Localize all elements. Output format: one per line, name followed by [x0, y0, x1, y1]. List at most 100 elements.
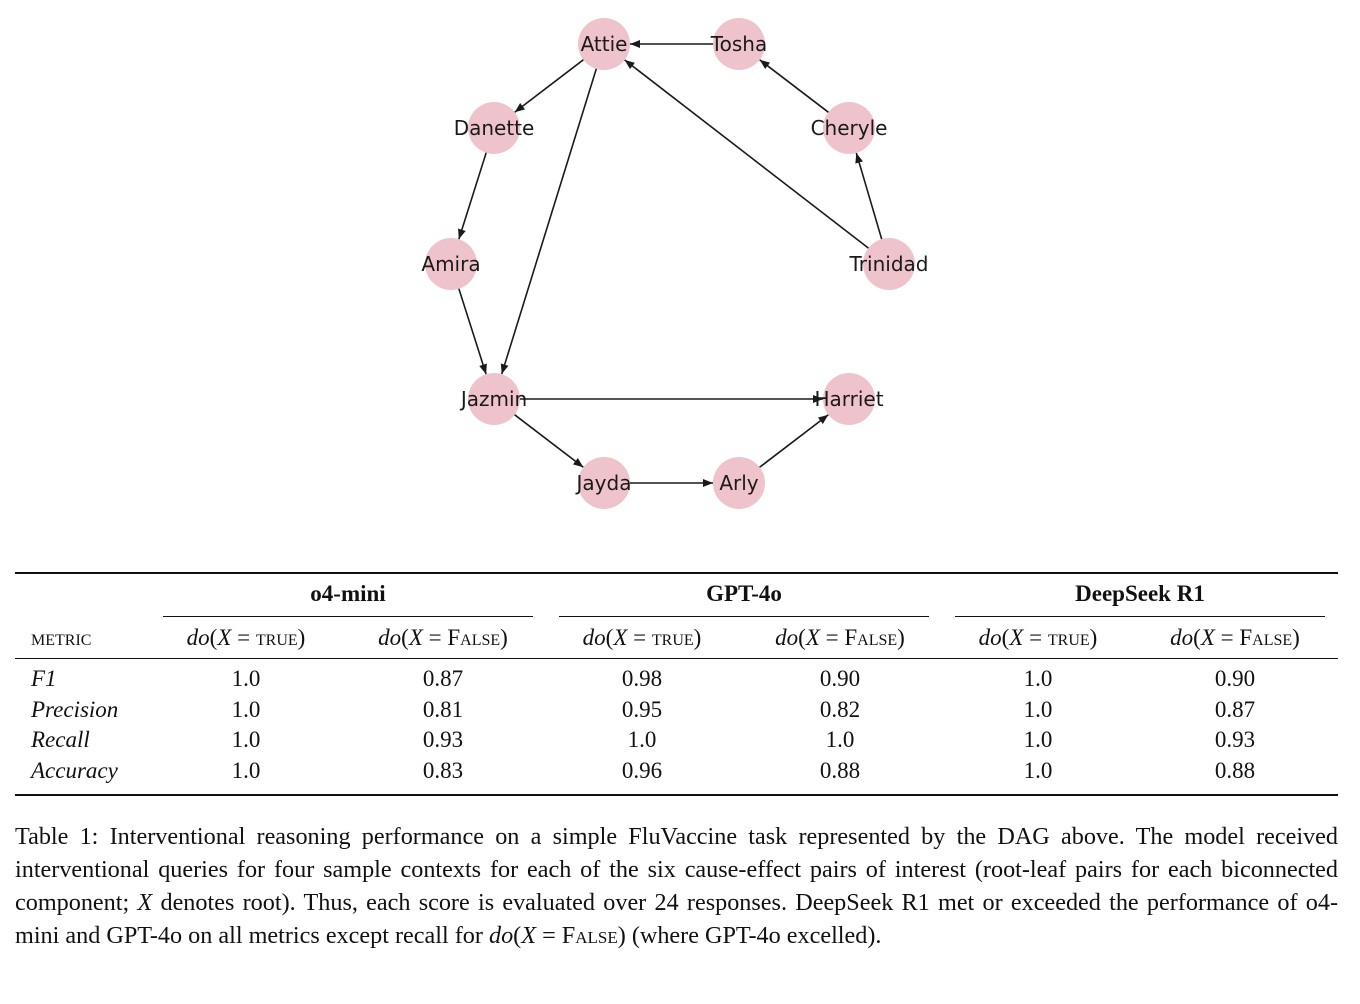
caption-do: do [488, 922, 514, 949]
table-cell: 1.0 [231, 697, 261, 722]
table-top-rule [15, 572, 1338, 574]
table-cell: 1.0 [1023, 697, 1053, 722]
group-rule-o4-mini [163, 616, 533, 617]
column-header-do-true: do(X = true) [978, 625, 1098, 650]
row-label: Recall [31, 727, 90, 752]
node-label-attie: Attie [581, 32, 628, 56]
table-cell: 0.95 [621, 697, 663, 722]
caption-var-2: X [521, 922, 537, 949]
table-cell: 0.83 [422, 758, 464, 783]
table-cell: 0.90 [1214, 666, 1256, 691]
column-header-var: X [613, 625, 628, 650]
table-cell: 1.0 [825, 727, 855, 752]
column-header-eq: = [231, 625, 256, 650]
caption-text-3: ) (where GPT-4o excelled). [617, 922, 882, 949]
column-header-do: do [582, 625, 606, 650]
node-harriet [823, 373, 875, 425]
node-trinidad [863, 238, 915, 290]
group-header-deepseek-r1: DeepSeek R1 [1075, 581, 1205, 606]
row-label: Precision [31, 697, 119, 722]
node-label-jayda: Jayda [575, 471, 632, 495]
row-label: Accuracy [31, 758, 118, 783]
edge-trinidad-to-attie [624, 59, 887, 263]
column-header-do-true: do(X = true) [582, 625, 702, 650]
table-cell: 0.93 [422, 727, 464, 752]
node-amira [425, 238, 477, 290]
column-header-var: X [217, 625, 232, 650]
column-header-do-false: do(X = False) [378, 625, 508, 650]
table-cell: 0.93 [1214, 727, 1256, 752]
node-label-tosha: Tosha [710, 32, 767, 56]
column-header-do-true: do(X = true) [186, 625, 306, 650]
table-cell: 0.98 [621, 666, 663, 691]
column-header-var: X [805, 625, 820, 650]
column-header-do: do [775, 625, 799, 650]
caption-eq: = [536, 922, 562, 949]
group-header-o4-mini: o4-mini [310, 581, 386, 606]
node-label-amira: Amira [421, 252, 480, 276]
column-header-var: X [1200, 625, 1215, 650]
column-header-value: true [1047, 625, 1090, 650]
column-header-do-false: do(X = False) [775, 625, 905, 650]
column-header-eq: = [1023, 625, 1048, 650]
column-header-eq: = [422, 625, 448, 650]
column-header-value: true [255, 625, 298, 650]
node-label-harriet: Harriet [814, 387, 883, 411]
caption-text-2: denotes root). Thus, each score is evalu… [15, 889, 1338, 949]
row-label: F1 [31, 666, 57, 691]
table-cell: 0.81 [422, 697, 464, 722]
node-arly [713, 457, 765, 509]
table-cell: 1.0 [231, 758, 261, 783]
node-label-trinidad: Trinidad [849, 252, 929, 276]
node-attie [578, 18, 630, 70]
table-cell: 0.87 [1214, 697, 1256, 722]
column-header-var: X [1009, 625, 1024, 650]
column-header-eq: = [627, 625, 652, 650]
table-cell: 0.90 [819, 666, 861, 691]
column-header-eq: = [819, 625, 845, 650]
metric-header: metric [31, 625, 92, 650]
results-table: o4-mini GPT-4o DeepSeek R1 metric do(X =… [15, 572, 1338, 798]
table-cell: 0.88 [819, 758, 861, 783]
group-rule-deepseek-r1 [955, 616, 1325, 617]
caption-false: False [561, 922, 618, 949]
table-cell: 1.0 [1023, 727, 1053, 752]
table-cell: 0.88 [1214, 758, 1256, 783]
table-mid-rule [15, 658, 1338, 659]
table-cell: 1.0 [1023, 666, 1053, 691]
table-cell: 1.0 [627, 727, 657, 752]
edge-attie-to-jazmin [500, 47, 604, 375]
column-header-value: False [1239, 625, 1293, 650]
node-cheryle [823, 102, 875, 154]
column-header-do: do [1170, 625, 1194, 650]
dag-figure: Attie Tosha Cheryle Trinidad Harriet Arly Jayd… [421, 18, 929, 509]
column-header-do-false: do(X = False) [1170, 625, 1300, 650]
caption-var: X [137, 889, 153, 916]
node-jazmin [468, 373, 520, 425]
column-header-eq: = [1214, 625, 1240, 650]
node-tosha [713, 18, 765, 70]
table-cell: 1.0 [231, 666, 261, 691]
column-header-do: do [378, 625, 402, 650]
node-label-cheryle: Cheryle [811, 116, 888, 140]
node-label-arly: Arly [719, 471, 758, 495]
table-cell: 1.0 [231, 727, 261, 752]
caption-open: ( [513, 922, 522, 949]
node-danette [468, 102, 520, 154]
column-header-do: do [978, 625, 1002, 650]
group-header-gpt-4o: GPT-4o [706, 581, 782, 606]
table-cell: 0.96 [621, 758, 663, 783]
column-header-value: true [651, 625, 694, 650]
column-header-value: False [447, 625, 501, 650]
table-cell: 1.0 [1023, 758, 1053, 783]
column-header-value: False [844, 625, 898, 650]
node-jayda [578, 457, 630, 509]
caption-text-1: Table 1: Interventional reasoning perfor… [15, 823, 1338, 916]
table-caption: Table 1: Interventional reasoning perfor… [15, 820, 1338, 952]
table-bottom-rule [15, 794, 1338, 796]
group-rule-gpt-4o [559, 616, 929, 617]
column-header-do: do [186, 625, 210, 650]
column-header-var: X [408, 625, 423, 650]
node-label-jazmin: Jazmin [459, 387, 527, 411]
table-cell: 0.87 [422, 666, 464, 691]
